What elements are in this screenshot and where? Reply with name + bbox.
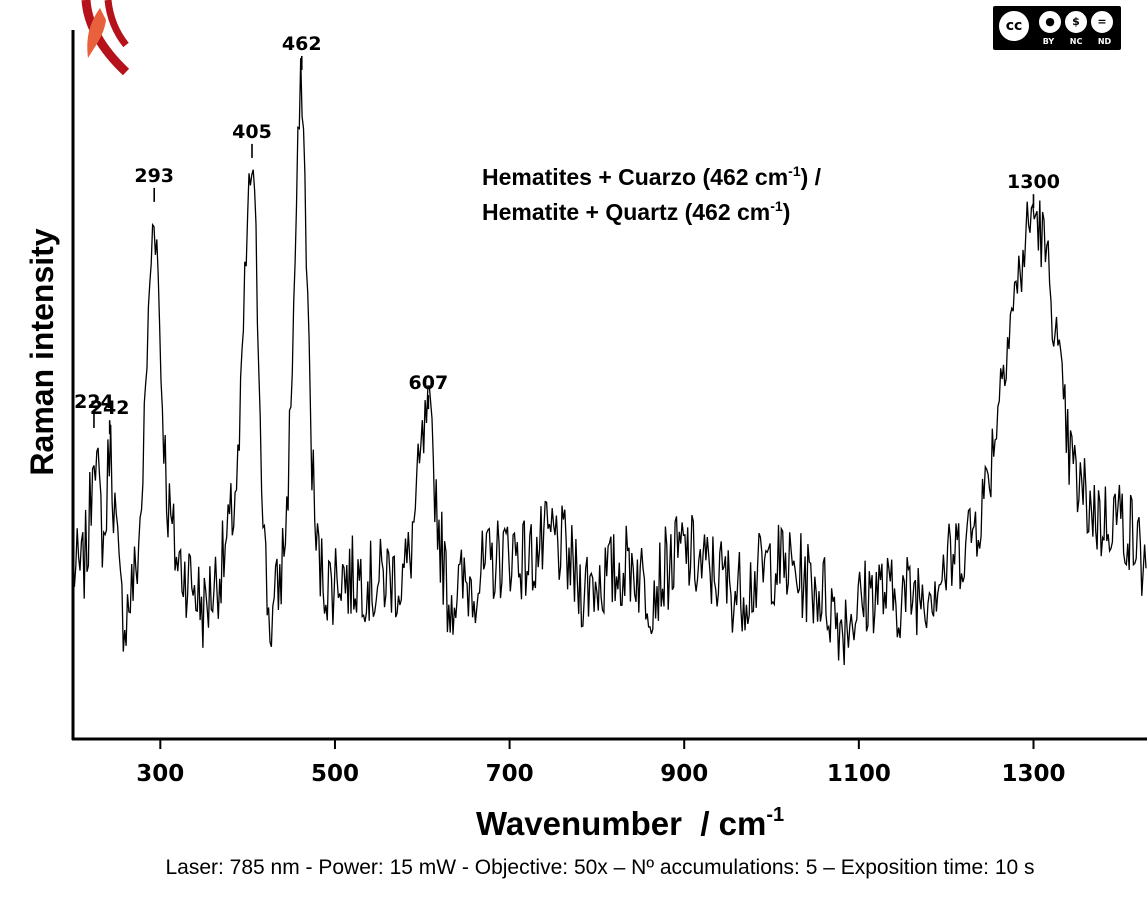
logo-arc-inner xyxy=(104,0,129,48)
cc-tag-nd: ND xyxy=(1097,37,1112,46)
x-tick-label: 700 xyxy=(486,761,534,787)
peak-label: 242 xyxy=(90,397,130,419)
peak-607: 607 xyxy=(409,372,449,410)
x-tick-label: 900 xyxy=(660,761,708,787)
annotation-line-2-text: Hematite + Quartz (462 cm xyxy=(482,199,770,225)
logo-arc-outer xyxy=(81,0,130,76)
peak-label: 1300 xyxy=(1007,171,1060,193)
peak-293: 293 xyxy=(134,165,174,202)
x-tick-label: 1100 xyxy=(827,761,891,787)
peak-label: 224 xyxy=(74,391,114,413)
peak-1300: 1300 xyxy=(1007,171,1060,209)
x-axis-title-text: Wavenumber / cm xyxy=(476,805,766,842)
cc-tags: BY NC ND xyxy=(1035,37,1119,46)
x-tick-label: 500 xyxy=(311,761,359,787)
institution-logo xyxy=(81,0,130,76)
peak-242: 242 xyxy=(90,397,130,435)
peak-label: 462 xyxy=(282,33,322,55)
annotation-line-2: Hematite + Quartz (462 cm-1) xyxy=(482,198,790,225)
x-axis-title: Wavenumber / cm-1 xyxy=(476,804,784,842)
peak-label: 293 xyxy=(134,165,174,187)
spectrum-line xyxy=(72,58,1147,666)
peak-224: 224 xyxy=(74,391,114,428)
peak-label: 607 xyxy=(409,372,449,394)
annotation-line-1-text: Hematites + Cuarzo (462 cm xyxy=(482,164,788,190)
peak-label: 405 xyxy=(232,121,272,143)
annotation-line-1: Hematites + Cuarzo (462 cm-1) / xyxy=(482,163,822,190)
acquisition-parameters: Laser: 785 nm - Power: 15 mW - Objective… xyxy=(165,856,1034,879)
annotation-line-1-end: ) / xyxy=(801,164,822,190)
cc-tag-nc: NC xyxy=(1069,37,1083,46)
cc-tag-by: BY xyxy=(1042,37,1055,46)
x-ticks xyxy=(159,739,1035,749)
attribution-icon: ● xyxy=(1037,9,1063,35)
noderivatives-icon: = xyxy=(1089,9,1115,35)
x-tick-label: 300 xyxy=(136,761,184,787)
annotation-line-2-end: ) xyxy=(783,199,791,225)
cc-license-badge: cc ● $ = BY NC ND xyxy=(993,6,1121,50)
y-axis-title: Raman intensity xyxy=(24,228,60,475)
annotation-line-1-sup: -1 xyxy=(788,163,801,179)
annotation-line-2-sup: -1 xyxy=(770,198,783,214)
x-axis-title-superscript: -1 xyxy=(766,804,784,826)
cc-icon: cc xyxy=(997,9,1031,43)
logo-flame xyxy=(87,8,106,58)
peak-462: 462 xyxy=(282,33,322,70)
noncommercial-icon: $ xyxy=(1063,9,1089,35)
x-tick-labels: 300 500 700 900 1100 1300 xyxy=(136,761,1065,787)
x-tick-label: 1300 xyxy=(1001,761,1065,787)
peak-405: 405 xyxy=(232,121,272,158)
